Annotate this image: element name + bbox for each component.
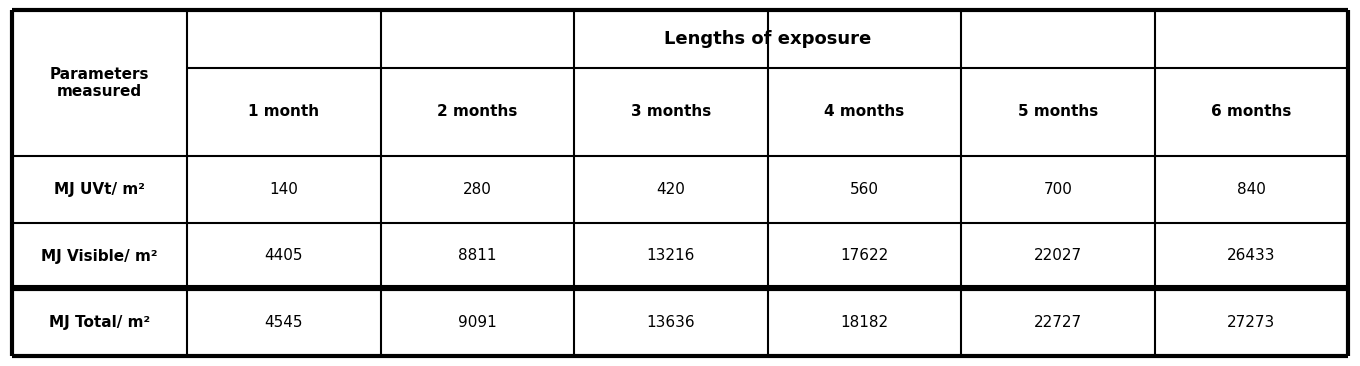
Text: 26433: 26433	[1227, 249, 1276, 264]
Text: 840: 840	[1236, 182, 1266, 197]
Text: 560: 560	[850, 182, 879, 197]
Text: 1 month: 1 month	[248, 105, 320, 120]
Text: 6 months: 6 months	[1210, 105, 1292, 120]
Text: 700: 700	[1043, 182, 1072, 197]
Text: MJ UVt/ m²: MJ UVt/ m²	[54, 182, 146, 197]
Text: 5 months: 5 months	[1017, 105, 1098, 120]
Text: 9091: 9091	[458, 315, 496, 330]
Text: 18182: 18182	[840, 315, 888, 330]
Text: Lengths of exposure: Lengths of exposure	[664, 30, 872, 48]
Text: 420: 420	[657, 182, 685, 197]
Text: 2 months: 2 months	[437, 105, 517, 120]
Text: 27273: 27273	[1227, 315, 1276, 330]
Text: 280: 280	[462, 182, 492, 197]
Text: 4405: 4405	[264, 249, 303, 264]
Text: 13216: 13216	[646, 249, 695, 264]
Text: MJ Total/ m²: MJ Total/ m²	[49, 315, 150, 330]
Text: 22727: 22727	[1034, 315, 1081, 330]
Text: 22027: 22027	[1034, 249, 1081, 264]
Text: 3 months: 3 months	[631, 105, 711, 120]
Text: 140: 140	[269, 182, 298, 197]
Text: 4 months: 4 months	[824, 105, 904, 120]
Text: Parameters
measured: Parameters measured	[50, 67, 150, 99]
Text: 17622: 17622	[840, 249, 888, 264]
Text: MJ Visible/ m²: MJ Visible/ m²	[41, 249, 158, 264]
Text: 8811: 8811	[458, 249, 496, 264]
Text: 13636: 13636	[646, 315, 695, 330]
Text: 4545: 4545	[264, 315, 303, 330]
